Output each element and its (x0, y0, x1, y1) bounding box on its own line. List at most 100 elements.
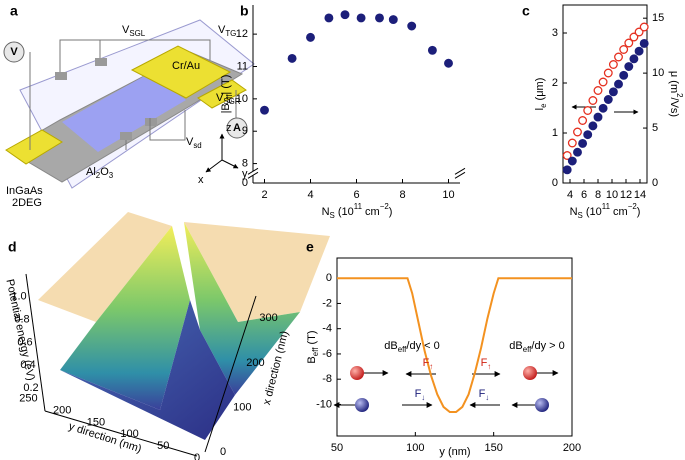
data-point (629, 32, 639, 42)
axis-arrow (221, 159, 239, 169)
y-tick-label: -10 (316, 398, 332, 410)
diagram-label-part: TG (225, 29, 236, 38)
x-tick-label: 2 (261, 189, 267, 201)
force-sketch (333, 366, 559, 412)
plot-frame (562, 4, 648, 184)
diagram-label-part: sd (193, 141, 201, 150)
plot-frame (336, 257, 573, 437)
data-point (578, 138, 588, 148)
data-point (375, 13, 384, 23)
electron (535, 398, 549, 412)
x-axis-label-part: ) (637, 206, 641, 218)
y-axis-label-part: | (T) (220, 75, 232, 95)
diagram-label-part: 2 (96, 171, 100, 180)
electron (355, 398, 369, 412)
wires (29, 39, 237, 150)
x-tick-label: 100 (406, 442, 424, 454)
diagram-label: z (226, 122, 232, 134)
annotation-part: /dy > 0 (531, 340, 564, 352)
diagram-label: VSGR (216, 92, 241, 106)
y-tick-label: -8 (322, 373, 332, 385)
panel-label: b (240, 3, 249, 19)
x-axis-label-part: N (570, 206, 578, 218)
axis-break-mark (454, 171, 466, 179)
y-axis-label: le (μm) (534, 78, 548, 111)
y-tick-label: 1 (552, 127, 558, 139)
x-tick-label: 200 (563, 442, 581, 454)
diagram-label-part: V (10, 46, 18, 58)
annotation-part: eff (398, 345, 407, 354)
annotation-part: ↓ (485, 393, 489, 402)
x-axis-label-part: ) (389, 206, 393, 218)
annotation-part: F (479, 388, 486, 400)
z-tick-label: 0.6 (17, 336, 32, 348)
annotation: F↓ (415, 388, 426, 402)
channel (62, 74, 186, 152)
y-tick-label: 0 (552, 177, 558, 189)
annotation-part: ↑ (429, 362, 433, 371)
annotation-part: eff (523, 345, 532, 354)
x-axis-label-part: (10 (583, 206, 602, 218)
data-point (624, 38, 634, 48)
data-point (306, 32, 315, 42)
data-point (634, 46, 644, 56)
axis-break-gap (455, 171, 465, 176)
annotation-part: dB (384, 340, 397, 352)
y-tick-label: 100 (120, 428, 138, 440)
axis-break-gap (248, 171, 258, 176)
annotation: dBeff/dy < 0 (384, 340, 439, 354)
x-axis-label-part: y (nm) (439, 446, 470, 458)
x-tick-label: 200 (246, 357, 264, 369)
x-tick-label: 6 (581, 189, 587, 201)
x-tick-label: 100 (233, 401, 251, 413)
diagram-label: 2DEG (12, 197, 42, 209)
y-tick-label: -6 (322, 348, 332, 360)
y-axis-label-part: l (534, 108, 546, 110)
annotation-part: F (423, 357, 430, 369)
y-tick-label: -4 (322, 323, 332, 335)
z-tick-label: 0.2 (23, 382, 38, 394)
y2-axis-label-part: /Vs) (668, 98, 680, 118)
y-tick-label: 8 (242, 157, 248, 169)
pad (120, 132, 132, 140)
panel-label: d (8, 239, 17, 255)
diagram-label: VTG (218, 24, 236, 38)
data-point (639, 22, 649, 32)
y-tick-label: 200 (53, 404, 71, 416)
diagram-label: y (242, 168, 248, 180)
pad (55, 72, 67, 80)
diagram-label: Cr/Au (172, 60, 200, 72)
data-point (583, 130, 593, 140)
data-point (562, 151, 572, 160)
x-tick-label: 10 (442, 189, 454, 201)
diagram-label-part: y (242, 168, 248, 180)
x-axis-label: NS (1011 cm−2) (322, 202, 393, 220)
data-point (562, 165, 572, 175)
voltmeter (3, 41, 25, 63)
y-tick-label: 3 (552, 27, 558, 39)
diagram-label-part: O (100, 166, 109, 178)
x-tick-label: 4 (567, 189, 573, 201)
data-point (603, 68, 613, 78)
data-point (356, 13, 366, 23)
data-point (583, 106, 593, 115)
data-point (639, 39, 649, 48)
y-tick-label: 11 (237, 60, 248, 72)
annotation-part: F (415, 388, 422, 400)
surface-plot (25, 212, 330, 457)
x-axis-label-part: N (322, 206, 330, 218)
axis-line (25, 273, 46, 412)
z-tick-label: 0.4 (20, 359, 35, 371)
y-axis-label: Beff (T) (306, 330, 320, 363)
data-point (614, 52, 623, 62)
y2-tick-label: 0 (652, 177, 658, 189)
axis-arrow (205, 159, 223, 173)
y-axis-label-part: (μm) (534, 78, 546, 104)
data-point (324, 13, 334, 23)
electron (350, 366, 364, 380)
y-axis-label-part: eff (311, 347, 320, 356)
y2-tick-label: 15 (652, 12, 664, 24)
data-point (619, 45, 629, 54)
panel-label: a (10, 3, 18, 19)
